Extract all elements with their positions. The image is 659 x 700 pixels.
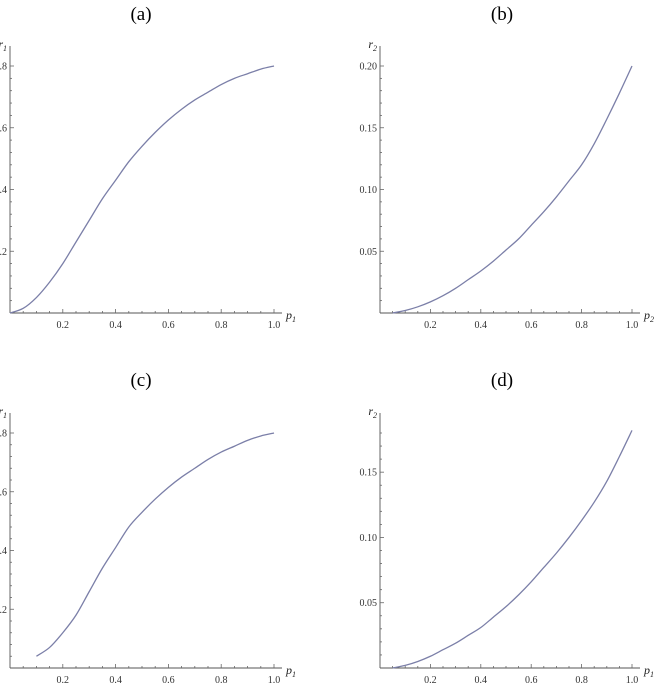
x-axis-label-subscript: 1 <box>292 670 296 679</box>
panel-label: (a) <box>130 4 151 25</box>
panel-1: (a) 0.2 0.4 0.6 0.8 1.0 0.2 0.4 0.6 0.8 r1 p1 <box>0 4 296 331</box>
x-tick-label: 0.2 <box>57 675 70 686</box>
panel-4: (d) 0.2 0.4 0.6 0.8 1.0 0.05 0.10 0.15 r2 p1 <box>360 370 655 686</box>
x-tick-label: 0.6 <box>162 675 175 686</box>
y-tick-label: 0.6 <box>0 123 7 134</box>
x-tick-label: 1.0 <box>626 320 639 331</box>
series-line <box>36 432 275 657</box>
x-tick-label: 0.4 <box>109 675 122 686</box>
y-tick-label: 0.20 <box>360 62 378 73</box>
y-tick-label: 0.05 <box>360 247 378 258</box>
x-tick-label: 0.8 <box>575 320 588 331</box>
x-axis-label: p2 <box>643 308 654 324</box>
x-tick-label: 0.8 <box>215 675 228 686</box>
x-axis-label: p1 <box>285 663 296 679</box>
x-tick-label: 1.0 <box>268 320 281 331</box>
y-axis-label-subscript: 1 <box>3 411 7 420</box>
y-axis-label: r2 <box>368 404 377 420</box>
y-tick-label: 0.2 <box>0 247 7 258</box>
x-axis-label-subscript: 2 <box>650 315 654 324</box>
x-tick-label: 0.6 <box>525 320 538 331</box>
y-axis-label: r1 <box>0 37 7 53</box>
y-axis-label: r1 <box>0 404 7 420</box>
y-axis-label: r2 <box>368 37 377 53</box>
x-tick-label: 0.6 <box>162 320 175 331</box>
x-axis-label: p1 <box>643 663 654 679</box>
y-tick-label: 0.6 <box>0 487 7 498</box>
y-tick-label: 0.10 <box>360 185 378 196</box>
x-axis-label: p1 <box>285 308 296 324</box>
y-tick-label: 0.10 <box>360 533 378 544</box>
x-axis-label-subscript: 1 <box>292 315 296 324</box>
y-tick-label: 0.15 <box>360 123 378 134</box>
series-line <box>9 65 275 314</box>
x-tick-label: 0.8 <box>575 675 588 686</box>
x-tick-label: 0.8 <box>215 320 228 331</box>
y-axis-label-subscript: 1 <box>3 44 7 53</box>
x-tick-label: 0.4 <box>475 320 488 331</box>
y-tick-label: 0.2 <box>0 605 7 616</box>
x-tick-label: 0.2 <box>424 675 437 686</box>
x-tick-label: 0.2 <box>57 320 70 331</box>
panel-label: (b) <box>491 4 513 25</box>
x-tick-label: 0.2 <box>424 320 437 331</box>
y-tick-label: 0.15 <box>360 468 378 479</box>
y-tick-label: 0.4 <box>0 185 7 196</box>
panel-label: (c) <box>130 370 151 391</box>
panel-label: (d) <box>491 370 513 391</box>
y-tick-label: 0.8 <box>0 429 7 440</box>
y-axis-label-subscript: 2 <box>373 411 377 420</box>
x-tick-label: 0.6 <box>525 675 538 686</box>
panel-2: (b) 0.2 0.4 0.6 0.8 1.0 0.05 0.10 0.15 0.20 r2 p2 <box>360 4 655 331</box>
x-tick-label: 1.0 <box>626 675 639 686</box>
x-axis-label-subscript: 1 <box>650 670 654 679</box>
y-tick-label: 0.8 <box>0 62 7 73</box>
x-tick-label: 1.0 <box>268 675 281 686</box>
panel-3: (c) 0.2 0.4 0.6 0.8 1.0 0.2 0.4 0.6 0.8 r1 p1 <box>0 370 296 686</box>
series-line <box>392 430 633 669</box>
y-axis-label-subscript: 2 <box>373 44 377 53</box>
y-tick-label: 0.05 <box>360 598 378 609</box>
x-tick-label: 0.4 <box>109 320 122 331</box>
x-tick-label: 0.4 <box>475 675 488 686</box>
y-tick-label: 0.4 <box>0 546 7 557</box>
series-line <box>392 65 633 314</box>
